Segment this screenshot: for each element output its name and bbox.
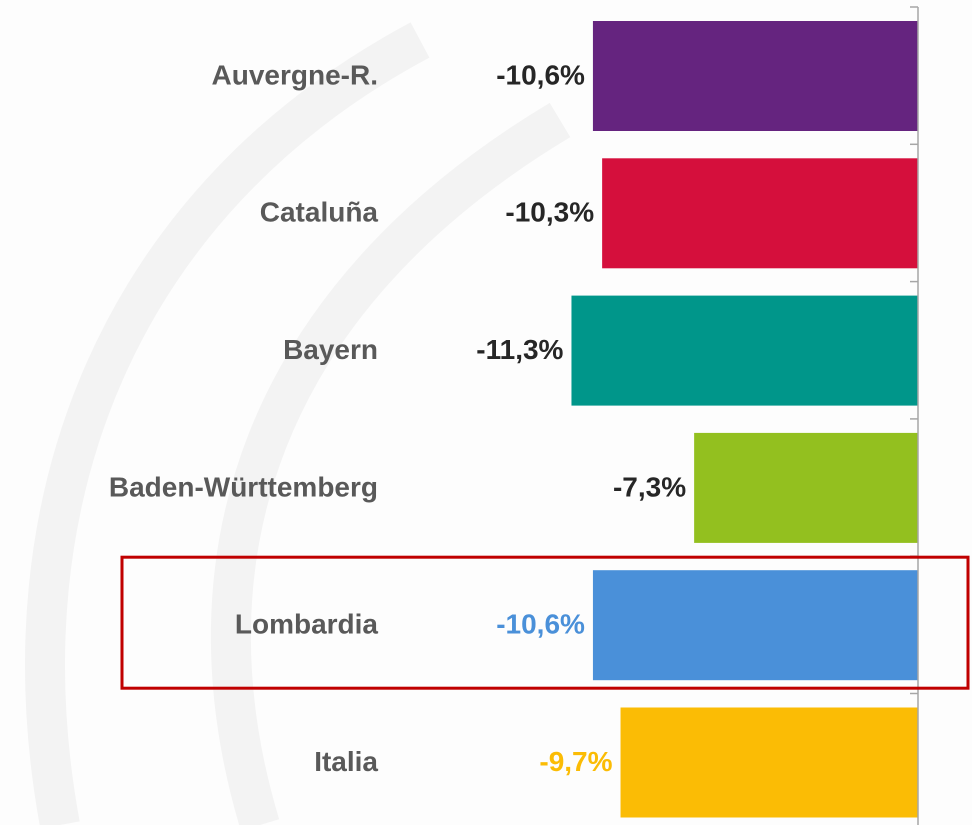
value-label: -10,3% [505,197,594,228]
highlight-box [120,555,970,690]
bar [694,432,918,543]
bar [620,707,918,818]
bar [592,21,918,131]
category-label: Baden-Württemberg [109,471,378,502]
bar [602,158,918,269]
category-label: Lombardia [235,609,379,640]
value-label: -10,6% [496,59,585,90]
category-label: Cataluña [260,197,379,228]
value-label: -7,3% [613,471,686,502]
value-label: -10,6% [496,609,585,640]
category-label: Auvergne-R. [212,59,378,90]
category-label: Italia [314,746,378,777]
value-label: -11,3% [476,334,563,365]
watermark [25,22,571,825]
category-label: Bayern [283,334,378,365]
bar [592,570,918,681]
value-label: -9,7% [539,746,612,777]
bar [571,295,918,406]
